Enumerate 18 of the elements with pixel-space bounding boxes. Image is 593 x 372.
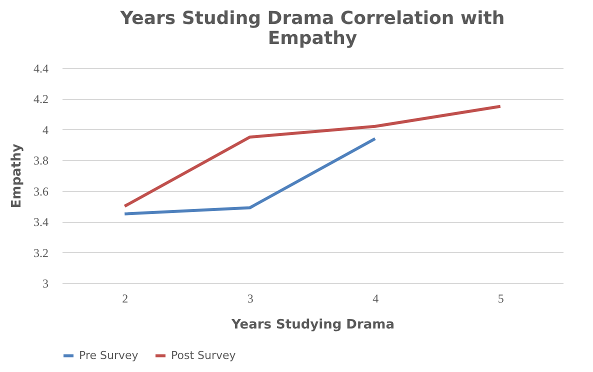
y-tick-label: 4 [42,122,48,137]
y-tick-label: 4.4 [34,62,48,76]
y-tick-label: 3.6 [34,184,48,198]
legend-label: Pre Survey [79,348,139,362]
chart-title: Years Studing Drama Correlation with Empathy [119,8,505,49]
y-tick-label: 3.4 [34,215,48,230]
y-tick-label: 3.8 [34,154,48,168]
x-tick-label: 2 [122,292,128,306]
legend-label: Post Survey [171,348,236,362]
y-axis-title: Empathy [10,143,24,208]
y-tick-label: 4.2 [34,92,48,106]
y-tick-label: 3.2 [34,246,48,260]
y-tick-label: 3 [42,276,48,290]
x-axis-title: Years Studying Drama [230,318,394,332]
x-tick-label: 4 [372,292,379,306]
x-tick-label: 3 [247,292,254,306]
x-tick-label: 5 [498,292,504,306]
line-series [123,104,502,208]
